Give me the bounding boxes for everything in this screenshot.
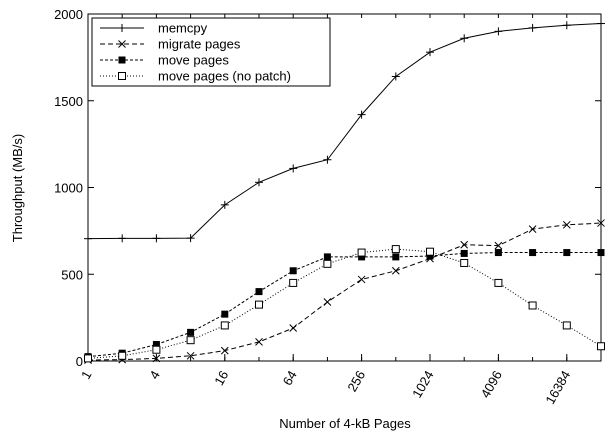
data-point-plus (357, 110, 366, 119)
x-tick-label: 4096 (478, 368, 505, 401)
data-point-cross (562, 220, 571, 229)
x-tick-label: 1 (78, 368, 95, 382)
series-group (84, 19, 605, 364)
data-point-filled-square (460, 249, 468, 257)
legend-label: migrate pages (158, 37, 241, 52)
data-point-cross (494, 241, 503, 250)
x-tick-label: 256 (344, 368, 368, 394)
data-point-cross (186, 351, 195, 360)
data-point-open-square (460, 258, 469, 267)
data-point-open-square (220, 321, 229, 330)
data-point-filled-square (323, 253, 331, 261)
data-point-filled-square (597, 249, 605, 257)
data-point-plus (84, 234, 92, 243)
legend-label: move pages (no patch) (158, 69, 291, 84)
x-axis-title: Number of 4-kB Pages (279, 416, 411, 431)
data-point-filled-square (221, 310, 229, 318)
data-point-filled-square (118, 56, 126, 64)
data-point-cross (152, 354, 161, 363)
data-point-cross (528, 225, 537, 233)
y-axis: 0 500 1000 1500 2000 (54, 7, 601, 369)
y-tick-label: 0 (76, 354, 83, 369)
data-point-open-square (391, 245, 400, 254)
data-point-cross (118, 40, 126, 48)
data-point-filled-square (494, 249, 502, 257)
data-point-open-square (186, 336, 195, 345)
data-point-filled-square (392, 253, 400, 261)
data-point-filled-square (187, 328, 195, 336)
y-tick-label: 1000 (54, 181, 83, 196)
x-tick-label: 16 (211, 368, 231, 388)
data-point-plus (597, 19, 605, 28)
data-point-cross (220, 346, 229, 355)
data-point-filled-square (289, 267, 297, 275)
legend-entry: move pages (no patch) (100, 69, 291, 84)
x-tick-label: 1024 (409, 368, 436, 401)
data-point-filled-square (529, 249, 537, 257)
series-line (87, 248, 602, 359)
data-point-plus (186, 234, 195, 243)
data-point-cross (460, 240, 469, 249)
data-point-cross (597, 219, 605, 227)
data-point-plus (391, 72, 400, 81)
data-point-cross (391, 266, 400, 275)
data-point-plus (289, 164, 298, 173)
data-point-plus (255, 178, 263, 187)
y-tick-label: 500 (61, 267, 83, 282)
legend-entry: move pages (100, 53, 229, 68)
series-line (87, 23, 602, 240)
data-point-open-square (597, 342, 605, 351)
data-point-cross (289, 324, 298, 332)
series-migrate-pages (84, 219, 605, 364)
data-point-open-square (289, 278, 298, 287)
legend-label: memcpy (158, 21, 208, 36)
y-tick-label: 1500 (54, 94, 83, 109)
data-point-open-square (357, 248, 366, 257)
data-point-open-square (494, 278, 503, 287)
data-point-open-square (426, 247, 434, 256)
y-tick-label: 2000 (54, 7, 83, 22)
data-point-open-square (118, 72, 126, 80)
legend-box (91, 17, 331, 87)
data-point-plus (152, 234, 161, 243)
data-point-plus (118, 234, 127, 243)
series-line (87, 222, 602, 361)
data-point-filled-square (426, 252, 434, 260)
data-point-plus (460, 34, 469, 43)
data-point-plus (528, 23, 537, 32)
y-axis-title: Throughput (MB/s) (10, 134, 25, 242)
data-point-plus (118, 24, 126, 32)
data-point-filled-square (563, 249, 571, 257)
series-memcpy (84, 19, 605, 243)
data-point-plus (426, 48, 434, 57)
data-point-plus (494, 27, 503, 36)
data-point-open-square (255, 300, 263, 309)
data-point-open-square (118, 351, 127, 360)
legend-entry: memcpy (100, 21, 208, 36)
series-line (87, 252, 601, 358)
data-point-filled-square (358, 253, 366, 261)
data-point-open-square (152, 345, 161, 354)
data-point-open-square (528, 301, 537, 310)
data-point-open-square (562, 321, 571, 330)
data-point-cross (323, 298, 332, 306)
data-point-filled-square (152, 341, 160, 349)
data-point-open-square (323, 259, 332, 268)
x-tick-label: 64 (280, 368, 300, 388)
data-point-cross (357, 275, 366, 284)
legend-entry: migrate pages (100, 37, 241, 52)
x-tick-label: 4 (146, 368, 163, 382)
data-point-cross (255, 338, 263, 346)
data-point-plus (323, 155, 332, 164)
data-point-plus (220, 200, 229, 209)
data-point-plus (562, 21, 571, 30)
x-tick-label: 16384 (542, 368, 573, 407)
legend-label: move pages (158, 53, 229, 68)
data-point-open-square (84, 354, 92, 363)
series-move-pages (84, 249, 605, 361)
series-move-pages-no-patch (84, 245, 605, 363)
data-point-filled-square (255, 288, 263, 296)
